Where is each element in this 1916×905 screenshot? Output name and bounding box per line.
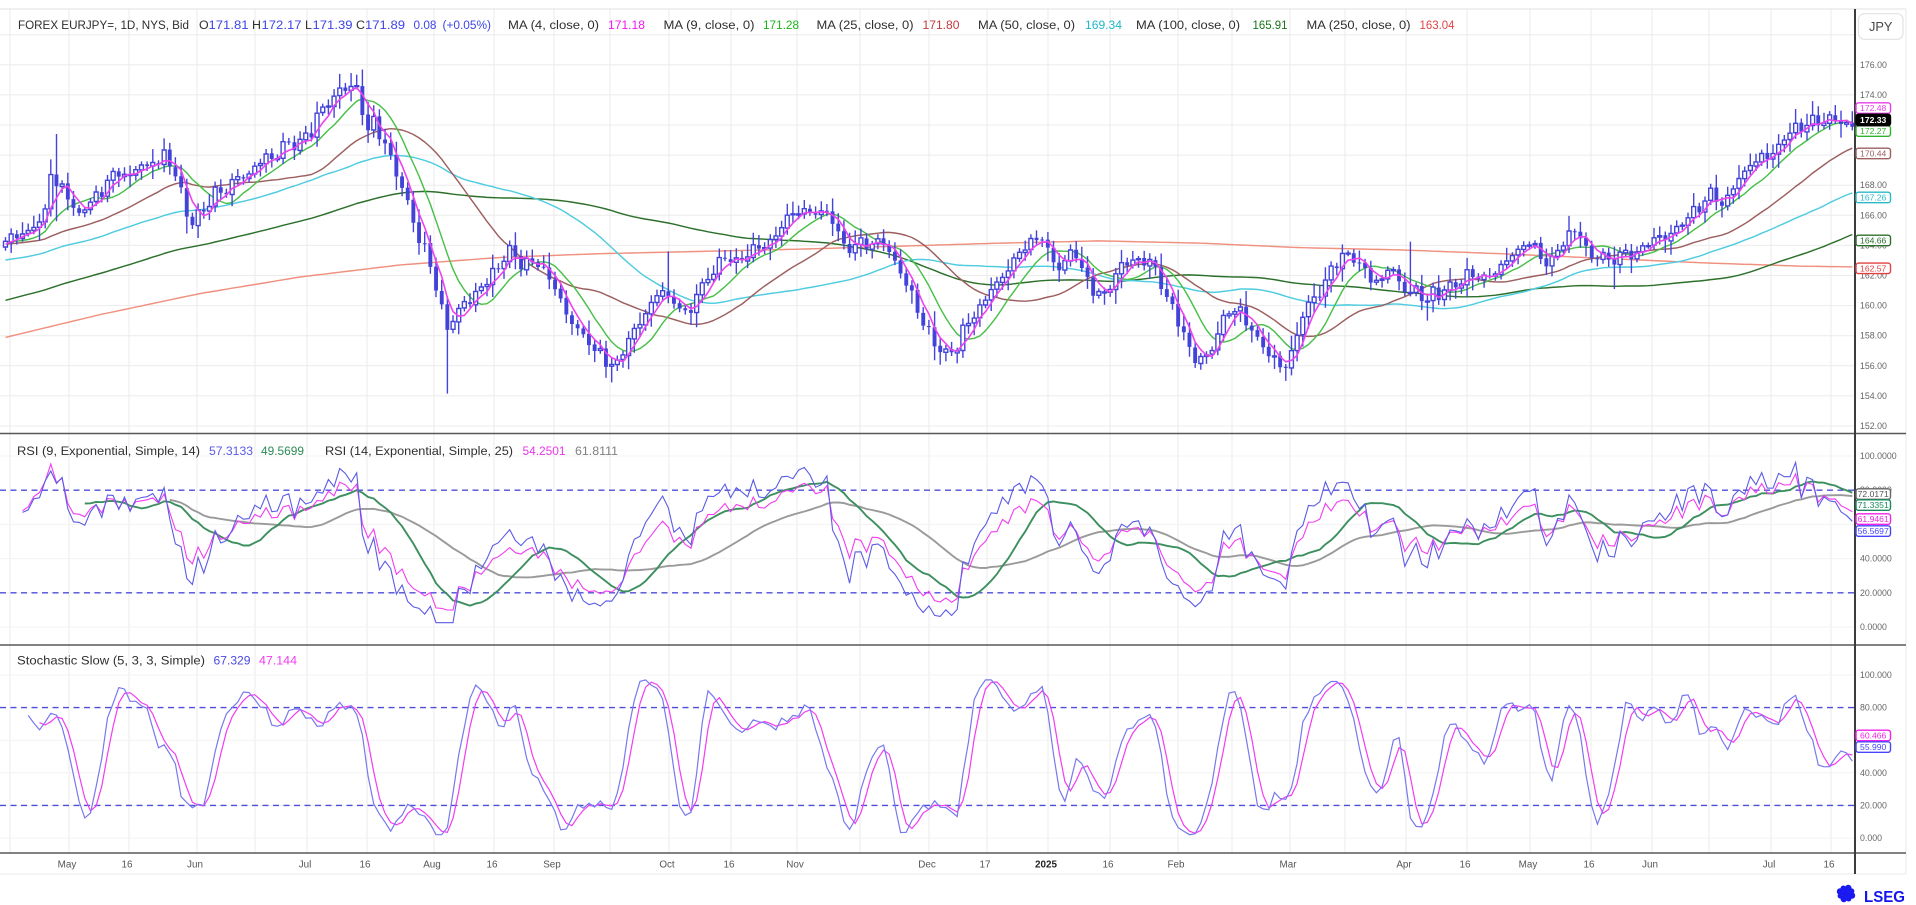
svg-text:MA (50, close, 0): MA (50, close, 0) — [978, 18, 1075, 32]
svg-text:L: L — [305, 18, 312, 32]
svg-text:Jul: Jul — [299, 860, 312, 871]
svg-text:171.39: 171.39 — [313, 18, 353, 32]
svg-text:156.00: 156.00 — [1860, 361, 1887, 371]
svg-text:May: May — [1519, 860, 1538, 871]
svg-text:60.466: 60.466 — [1860, 731, 1887, 741]
svg-text:171.28: 171.28 — [763, 18, 799, 32]
svg-text:Jun: Jun — [1642, 860, 1658, 871]
svg-text:172.27: 172.27 — [1860, 126, 1887, 136]
svg-text:162.00: 162.00 — [1860, 271, 1887, 281]
svg-text:40.000: 40.000 — [1860, 768, 1887, 778]
svg-text:171.89: 171.89 — [365, 18, 405, 32]
svg-text:H: H — [252, 18, 261, 32]
svg-text:16: 16 — [122, 860, 133, 871]
svg-text:Aug: Aug — [423, 860, 441, 871]
svg-text:16: 16 — [360, 860, 371, 871]
svg-text:162.57: 162.57 — [1860, 263, 1887, 273]
svg-text:49.5699: 49.5699 — [261, 444, 304, 458]
svg-text:20.000: 20.000 — [1860, 800, 1887, 810]
svg-text:LSEG: LSEG — [1864, 889, 1905, 905]
svg-text:169.34: 169.34 — [1085, 18, 1122, 32]
svg-text:164.66: 164.66 — [1860, 236, 1887, 246]
svg-text:172.17: 172.17 — [262, 18, 302, 32]
svg-text:171.81: 171.81 — [209, 18, 249, 32]
svg-text:165.91: 165.91 — [1253, 18, 1288, 32]
svg-text:171.18: 171.18 — [608, 18, 645, 32]
svg-text:57.3133: 57.3133 — [209, 444, 253, 458]
svg-text:176.00: 176.00 — [1860, 60, 1887, 70]
svg-text:16: 16 — [487, 860, 498, 871]
svg-text:172.33: 172.33 — [1860, 115, 1887, 125]
svg-text:170.44: 170.44 — [1860, 149, 1887, 159]
svg-text:154.00: 154.00 — [1860, 391, 1887, 401]
svg-text:71.3351: 71.3351 — [1858, 500, 1889, 510]
svg-text:MA (250, close, 0): MA (250, close, 0) — [1307, 18, 1411, 32]
svg-text:May: May — [58, 860, 77, 871]
svg-text:Dec: Dec — [918, 860, 936, 871]
svg-text:17: 17 — [980, 860, 991, 871]
svg-text:167.26: 167.26 — [1860, 193, 1887, 203]
svg-text:Mar: Mar — [1279, 860, 1297, 871]
svg-text:158.00: 158.00 — [1860, 331, 1887, 341]
svg-text:2025: 2025 — [1035, 860, 1057, 871]
svg-text:20.0000: 20.0000 — [1860, 588, 1892, 598]
svg-text:54.2501: 54.2501 — [523, 444, 566, 458]
svg-text:FOREX EURJPY=, 1D, NYS, Bid: FOREX EURJPY=, 1D, NYS, Bid — [18, 18, 189, 32]
svg-text:100.0000: 100.0000 — [1860, 451, 1897, 461]
svg-text:0.08: 0.08 — [414, 18, 437, 32]
svg-text:Feb: Feb — [1167, 860, 1185, 871]
svg-text:16: 16 — [724, 860, 735, 871]
svg-text:MA (4, close, 0): MA (4, close, 0) — [508, 18, 599, 32]
svg-text:47.144: 47.144 — [259, 654, 297, 668]
svg-text:Jul: Jul — [1763, 860, 1776, 871]
svg-text:C: C — [356, 18, 365, 32]
svg-text:40.0000: 40.0000 — [1860, 554, 1892, 564]
svg-text:Sep: Sep — [543, 860, 561, 871]
svg-text:JPY: JPY — [1869, 19, 1893, 34]
svg-text:166.00: 166.00 — [1860, 210, 1887, 220]
svg-text:61.8111: 61.8111 — [575, 444, 618, 458]
svg-text:Apr: Apr — [1396, 860, 1412, 871]
svg-text:72.0171: 72.0171 — [1858, 489, 1889, 499]
svg-text:67.329: 67.329 — [214, 654, 251, 668]
svg-text:61.9461: 61.9461 — [1858, 514, 1889, 524]
svg-text:174.00: 174.00 — [1860, 90, 1887, 100]
svg-text:16: 16 — [1584, 860, 1595, 871]
svg-text:0.0000: 0.0000 — [1860, 622, 1887, 632]
svg-text:152.00: 152.00 — [1860, 421, 1887, 431]
svg-text:MA (100, close, 0): MA (100, close, 0) — [1136, 18, 1240, 32]
svg-text:16: 16 — [1103, 860, 1114, 871]
svg-text:0.000: 0.000 — [1860, 833, 1882, 843]
svg-text:80.000: 80.000 — [1860, 703, 1887, 713]
svg-text:RSI (14, Exponential, Simple,: RSI (14, Exponential, Simple, 25) — [325, 444, 513, 458]
svg-text:163.04: 163.04 — [1420, 18, 1455, 32]
svg-text:16: 16 — [1824, 860, 1835, 871]
svg-text:MA (9, close, 0): MA (9, close, 0) — [664, 18, 755, 32]
svg-text:Jun: Jun — [187, 860, 203, 871]
svg-text:Oct: Oct — [659, 860, 675, 871]
svg-text:RSI (9, Exponential, Simple, 1: RSI (9, Exponential, Simple, 14) — [17, 444, 200, 458]
svg-text:55.990: 55.990 — [1860, 742, 1887, 752]
svg-text:Stochastic Slow (5, 3, 3, Simp: Stochastic Slow (5, 3, 3, Simple) — [17, 654, 205, 668]
svg-text:MA (25, close, 0): MA (25, close, 0) — [817, 18, 914, 32]
svg-text:16: 16 — [1460, 860, 1471, 871]
svg-text:160.00: 160.00 — [1860, 301, 1887, 311]
svg-text:56.5697: 56.5697 — [1858, 526, 1889, 536]
svg-text:168.00: 168.00 — [1860, 180, 1887, 190]
svg-text:171.80: 171.80 — [923, 18, 960, 32]
svg-text:(+0.05%): (+0.05%) — [443, 18, 492, 32]
svg-text:172.48: 172.48 — [1860, 103, 1887, 113]
svg-text:Nov: Nov — [786, 860, 804, 871]
svg-text:O: O — [199, 18, 209, 32]
svg-text:100.000: 100.000 — [1860, 670, 1892, 680]
